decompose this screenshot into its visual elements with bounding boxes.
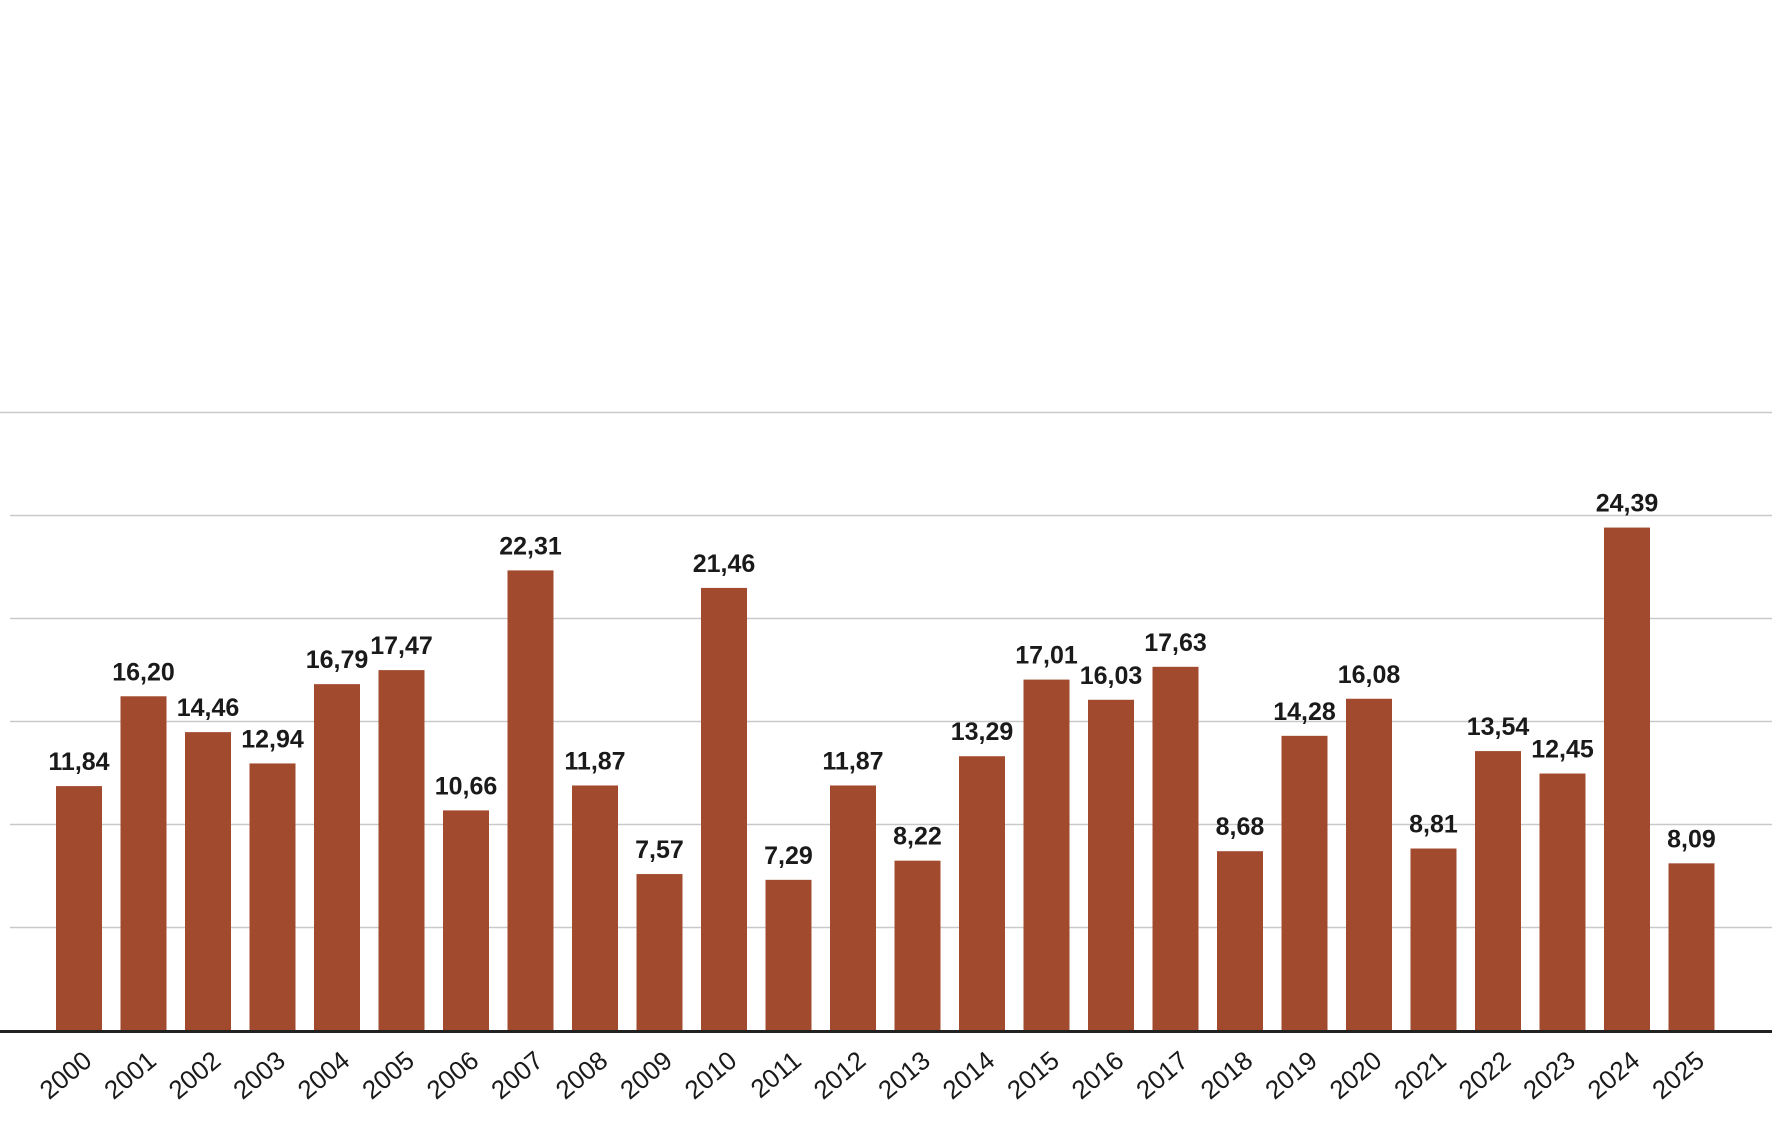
bar-value-label: 7,29 (764, 842, 813, 870)
bar (507, 570, 554, 1030)
bar (1604, 527, 1650, 1030)
bar (1475, 751, 1521, 1030)
bar (314, 684, 360, 1030)
bar-value-label: 17,01 (1015, 642, 1078, 670)
bar (120, 696, 167, 1030)
x-tick-label: 2022 (1453, 1045, 1517, 1105)
bar-value-label: 16,03 (1080, 662, 1143, 690)
x-tick-label: 2006 (421, 1045, 485, 1105)
bar-value-label: 11,84 (48, 748, 109, 776)
bar (959, 756, 1005, 1030)
bar (249, 763, 296, 1030)
x-tick-label: 2008 (550, 1045, 614, 1105)
bar (185, 732, 231, 1030)
x-tick-label: 2010 (679, 1045, 743, 1105)
bar (894, 860, 941, 1030)
bar-value-label: 7,57 (635, 836, 684, 864)
x-tick-label: 2019 (1259, 1045, 1323, 1105)
bar-value-label: 13,54 (1467, 713, 1530, 741)
bar (1410, 848, 1457, 1030)
x-tick-label: 2002 (163, 1045, 227, 1105)
bar-value-label: 11,87 (564, 747, 625, 775)
bar (1023, 679, 1070, 1030)
bar-value-label: 13,29 (951, 718, 1014, 746)
bar (56, 786, 102, 1030)
x-tick-label: 2005 (356, 1045, 420, 1105)
bar (1217, 851, 1263, 1030)
x-tick-label: 2017 (1130, 1045, 1194, 1105)
bar-value-label: 8,09 (1667, 825, 1716, 853)
bar-value-label: 12,94 (241, 725, 304, 753)
x-tick-label: 2015 (1001, 1045, 1065, 1105)
bar-value-label: 11,87 (822, 747, 883, 775)
x-axis-tick-labels: 2000 2001 2002 2003 2004 2005 2006 2007 2008 2009… (34, 1045, 1710, 1105)
bar (378, 670, 425, 1030)
bar-value-label: 22,31 (499, 532, 562, 560)
x-tick-label: 2025 (1646, 1045, 1710, 1105)
x-tick-label: 2024 (1582, 1045, 1646, 1105)
bar-value-label: 14,46 (177, 694, 240, 722)
bar (1281, 735, 1328, 1030)
x-tick-label: 2014 (937, 1045, 1001, 1105)
x-tick-label: 2007 (485, 1045, 549, 1105)
bar-value-label: 24,39 (1596, 490, 1659, 518)
bar-value-label: 8,81 (1409, 811, 1458, 839)
x-tick-label: 2001 (98, 1045, 162, 1105)
bars (56, 527, 1715, 1030)
bar (572, 785, 618, 1030)
bar-value-label: 16,20 (112, 658, 175, 686)
x-tick-label: 2021 (1388, 1045, 1452, 1105)
bar (1668, 863, 1715, 1030)
bar (830, 785, 876, 1030)
bar-value-label: 17,47 (370, 632, 433, 660)
bar-value-label: 16,79 (306, 646, 369, 674)
bar-value-label: 10,66 (435, 772, 498, 800)
bar (1152, 666, 1199, 1030)
bar (1539, 773, 1586, 1030)
bar (636, 874, 683, 1030)
x-tick-label: 2020 (1324, 1045, 1388, 1105)
bar (443, 810, 489, 1030)
bar (1346, 698, 1392, 1030)
bar-value-label: 8,68 (1216, 813, 1265, 841)
bar (765, 879, 812, 1030)
bar-value-label: 8,22 (893, 823, 942, 851)
x-tick-label: 2012 (808, 1045, 872, 1105)
bar-value-label: 21,46 (693, 550, 756, 578)
bar-value-label: 12,45 (1531, 736, 1594, 764)
bar (1088, 699, 1134, 1030)
bar-value-label: 16,08 (1338, 661, 1401, 689)
x-tick-label: 2011 (745, 1045, 807, 1104)
x-tick-label: 2003 (227, 1045, 291, 1105)
bar-value-label: 14,28 (1273, 698, 1336, 726)
x-tick-label: 2023 (1517, 1045, 1581, 1105)
x-tick-label: 2016 (1066, 1045, 1130, 1105)
bar-value-label: 17,63 (1144, 629, 1207, 657)
x-tick-label: 2009 (614, 1045, 678, 1105)
x-tick-label: 2004 (292, 1045, 356, 1105)
x-tick-label: 2018 (1195, 1045, 1259, 1105)
x-tick-label: 2000 (34, 1045, 98, 1105)
x-tick-label: 2013 (872, 1045, 936, 1105)
bar (701, 587, 747, 1030)
